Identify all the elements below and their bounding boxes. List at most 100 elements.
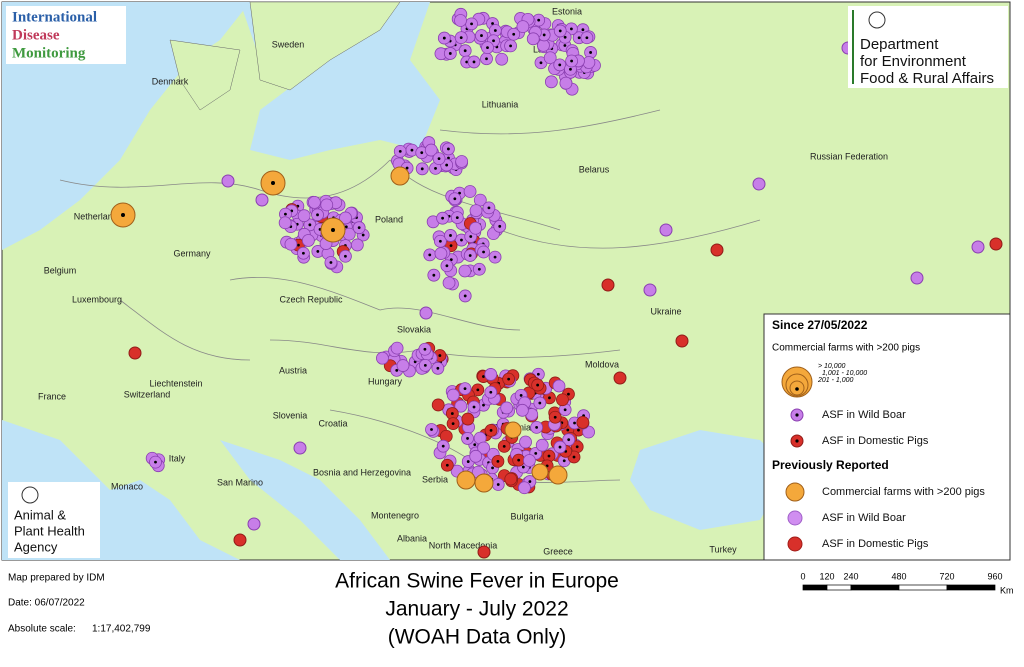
legend-heading: Commercial farms with >200 pigs xyxy=(772,343,920,354)
country-label: Belarus xyxy=(579,164,610,174)
legend: Since 27/05/2022 Commercial farms with >… xyxy=(763,313,1011,561)
country-label: Hungary xyxy=(368,376,403,386)
outbreak-dot xyxy=(477,545,491,559)
outbreak-dot-center xyxy=(316,250,320,253)
outbreak-dot xyxy=(752,177,766,191)
outbreak-dot-center xyxy=(507,377,511,381)
farm-marker-center xyxy=(271,181,275,185)
outbreak-dot xyxy=(556,393,569,407)
scale-tick-label: 240 xyxy=(843,571,858,581)
logo-text: Plant Health xyxy=(14,523,85,538)
outbreak-dot xyxy=(710,243,724,257)
outbreak-dot-center xyxy=(447,156,450,160)
country-label: Liechtenstein xyxy=(149,378,202,388)
scale-segment xyxy=(826,584,852,591)
country-label: Bulgaria xyxy=(510,511,543,521)
farm-marker xyxy=(474,473,494,493)
outbreak-dot-center xyxy=(485,57,488,61)
outbreak-dot-center xyxy=(493,255,497,259)
crest xyxy=(21,486,39,504)
logo-text: Agency xyxy=(14,539,58,554)
outbreak-dot-center xyxy=(344,254,347,258)
outbreak-dot xyxy=(484,368,498,381)
outbreak-dot-center xyxy=(284,212,287,216)
outbreak-dot-center xyxy=(302,251,305,255)
scale-segment xyxy=(946,584,996,591)
outbreak-dot xyxy=(431,398,445,412)
outbreak-dot-center xyxy=(562,459,566,463)
adriatic xyxy=(220,440,390,560)
country-label: Turkey xyxy=(709,544,737,554)
outbreak-dot-center xyxy=(528,480,532,483)
legend-symbol xyxy=(785,482,805,502)
country-label: Italy xyxy=(169,453,186,463)
country-label: Serbia xyxy=(422,474,448,484)
outbreak-dot-center xyxy=(308,223,312,227)
outbreak-dot xyxy=(910,271,924,285)
sweden xyxy=(249,1,401,91)
outbreak-dot-center xyxy=(577,428,580,432)
legend-symbol xyxy=(787,510,803,526)
outbreak-dot xyxy=(469,204,483,217)
outbreak-dot-center xyxy=(489,429,493,432)
outbreak-dot-center xyxy=(502,444,506,448)
outbreak-dot-center xyxy=(482,403,485,407)
country-label: Luxembourg xyxy=(72,294,122,304)
outbreak-dot xyxy=(442,276,456,290)
outbreak-dot-center xyxy=(405,166,409,170)
country-label: Russian Federation xyxy=(810,151,888,161)
outbreak-dot xyxy=(582,56,596,69)
farm-marker xyxy=(504,421,522,439)
map-title: January - July 2022 xyxy=(385,598,568,621)
outbreak-dot-center xyxy=(487,206,491,210)
outbreak-dot-center xyxy=(548,396,551,400)
outbreak-markers xyxy=(110,7,1003,559)
country-label: North Macedonia xyxy=(429,540,498,550)
outbreak-dot xyxy=(519,435,532,449)
outbreak-dot-center xyxy=(445,163,449,167)
outbreak-dot-center xyxy=(329,261,333,264)
outbreak-dot-center xyxy=(536,372,540,376)
outbreak-dot-center xyxy=(537,18,541,22)
outbreak-dot xyxy=(297,209,311,223)
outbreak-dot xyxy=(576,416,590,429)
footer: Map prepared by IDM Date: 06/07/2022 Abs… xyxy=(8,570,1014,649)
scale-tick-label: 120 xyxy=(819,571,834,581)
country-label: Ukraine xyxy=(650,306,681,316)
outbreak-dot xyxy=(284,237,298,251)
outbreak-dot xyxy=(454,399,468,413)
country-label: Switzerland xyxy=(124,389,171,399)
outbreak-dot-center xyxy=(472,405,476,409)
outbreak-dot-center xyxy=(297,243,300,247)
outbreak-dot xyxy=(500,401,514,415)
country-label: Poland xyxy=(375,214,403,224)
outbreak-dot-center xyxy=(492,39,495,43)
outbreak-dot-center xyxy=(398,149,402,153)
outbreak-dot-center xyxy=(463,49,467,53)
outbreak-dot-center xyxy=(563,44,567,47)
outbreak-dot-center xyxy=(357,226,361,230)
scale-tick-label: 480 xyxy=(891,571,906,581)
legend-label: ASF in Domestic Pigs xyxy=(822,435,929,447)
prepared-by: Map prepared by IDM xyxy=(8,573,105,584)
outbreak-dot-center xyxy=(420,151,424,155)
outbreak-dot-center xyxy=(430,428,433,431)
outbreak-dot-center xyxy=(420,167,424,171)
outbreak-dot xyxy=(989,237,1003,251)
outbreak-dot-center xyxy=(569,67,572,71)
size-symbol xyxy=(795,387,799,391)
outbreak-dot-center xyxy=(473,443,477,447)
scale-value: 1:17,402,799 xyxy=(92,624,151,635)
outbreak-dot xyxy=(543,51,557,65)
outbreak-dot-center xyxy=(468,254,472,257)
logo-text: Monitoring xyxy=(12,45,86,61)
outbreak-dot-center xyxy=(316,213,319,217)
outbreak-dot-center xyxy=(476,388,480,392)
outbreak-dot-center xyxy=(428,253,432,257)
outbreak-dot-center xyxy=(395,368,399,372)
idm-logo: International Disease Monitoring xyxy=(6,6,126,64)
scale-bar: 0 120 240 480 720 960 Km xyxy=(800,571,1013,595)
legend-symbol xyxy=(787,536,803,552)
outbreak-dot xyxy=(518,481,531,495)
country-label: Germany xyxy=(173,248,211,258)
